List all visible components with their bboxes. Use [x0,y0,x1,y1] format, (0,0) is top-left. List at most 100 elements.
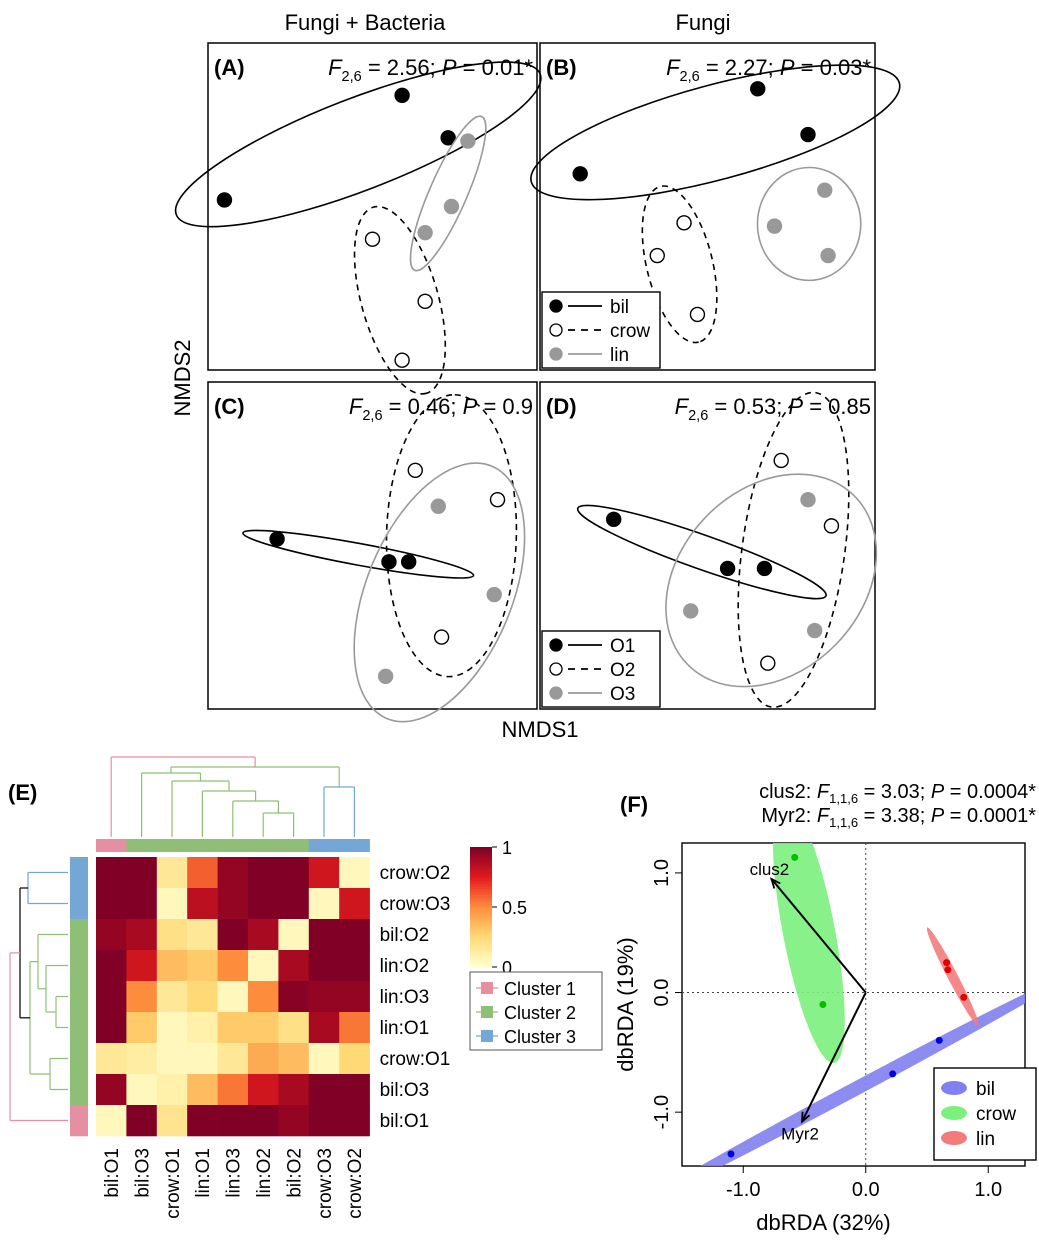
colorbar-segment [470,963,492,966]
colorbar-segment [470,887,492,890]
panel-B-title: (B) [546,55,577,80]
heatmap-cell-lin:O3-crow:O2 [339,981,370,1013]
heatmap-cell-lin:O1-crow:O1 [156,1012,188,1044]
panel-D-point-O1-2 [719,560,736,577]
panel-D-point-O1-1 [606,511,622,528]
panel-C-point-O3-3 [377,668,394,684]
colorbar-segment [470,885,492,888]
colorbar-segment [470,901,492,904]
panel-D-point-O3-1 [800,492,816,508]
heatmap-cell-lin:O2-bil:O1 [96,950,127,982]
colorbar-segment [470,961,492,964]
heatmap-cell-lin:O3-lin:O1 [187,981,218,1013]
panel-A-statistic-part: 2,6 [342,69,362,85]
legend-B-label-crow: crow [610,321,650,342]
heatmap-cell-crow:O3-lin:O2 [248,888,279,920]
colorbar-tick-label: 1 [502,838,512,858]
panel-D-statistic-part: = 0.85 [803,394,871,419]
colorbar-segment [470,937,492,940]
heatmap-row-cluster-bar [70,919,88,951]
column-title-fungi-bacteria: Fungi + Bacteria [285,10,447,35]
heatmap-panel: (E) crow:O2 crow:O3 bil:O2 lin:O2 lin:O3 lin:O… [8,756,603,1219]
panel-A-point-lin-3 [417,224,433,241]
cluster-legend-swatch [481,982,493,994]
heatmap-cell-bil:O1-crow:O2 [339,1105,370,1137]
heatmap-cell-crow:O2-bil:O1 [96,857,127,889]
heatmap-cell-lin:O1-crow:O2 [339,1012,370,1044]
dbrda-x-tick-label: 1.0 [974,1179,1002,1201]
heatmap-cell-crow:O2-crow:O3 [308,857,340,889]
dbrda-y-tick-label: 0.0 [651,979,673,1007]
heatmap-cell-crow:O2-crow:O2 [339,857,370,889]
legend-B: bil crow lin [541,291,661,369]
heatmap-cell-bil:O3-crow:O1 [156,1074,188,1106]
nmds-y-axis-label: NMDS2 [170,339,195,416]
heatmap-cell-crow:O1-bil:O3 [126,1043,158,1075]
panel-B-ellipse-lin [756,166,862,282]
dbrda-y-axis-label: dbRDA (19%) [613,937,638,1072]
dbrda-vector-Myr2 [801,992,867,1123]
heatmap-cell-crow:O3-crow:O2 [339,888,370,920]
colorbar-segment [470,965,492,968]
panel-C-statistic-part: P [463,394,478,419]
panel-C-statistic-part: = 0.46; [383,394,463,419]
dbrda-y-tick-label: -1.0 [651,1095,673,1129]
heatmap-col-cluster-bar [96,839,127,852]
legend-D-marker-O1 [549,638,563,652]
panel-C-statistic-part: 2,6 [362,408,382,424]
panel-C-statistic-part: F [349,394,364,419]
heatmap-col-cluster-bar [217,839,249,852]
heatmap-col-label-bil:O1: bil:O1 [102,1148,123,1198]
heatmap-col-label-crow:O2: crow:O2 [345,1148,366,1219]
colorbar-tick-label: 0 [502,958,512,978]
heatmap-cell-bil:O2-bil:O3 [126,919,158,951]
colorbar-segment [470,893,492,896]
legend-D: O1 O2 O3 [541,630,661,708]
colorbar-segment [470,869,492,872]
heatmap-cell-lin:O2-bil:O3 [126,950,158,982]
colorbar-segment [470,943,492,946]
heatmap-cell-crow:O3-bil:O3 [126,888,158,920]
dbrda-point-bil-3 [935,1036,943,1044]
heatmap-cell-lin:O1-lin:O1 [187,1012,218,1044]
panel-B-point-crow-1 [676,215,692,231]
heatmap-row-label-lin:O2: lin:O2 [380,956,430,977]
heatmap-cell-crow:O3-bil:O2 [278,888,310,920]
colorbar-segment [470,889,492,892]
panel-A-frame [207,42,538,371]
heatmap-cell-bil:O1-bil:O2 [278,1105,310,1137]
heatmap-row-label-lin:O1: lin:O1 [380,1018,430,1039]
heatmap-col-cluster-bar [187,839,218,852]
colorbar-segment [470,877,492,880]
colorbar-segment [470,857,492,860]
legend-B-marker-crow [549,323,563,337]
panel-C-ellipse-O2 [385,393,518,678]
panel-D-statistic-part: = 0.53; [708,394,788,419]
panel-C-statistic: F2,6 = 0.46; P = 0.9 [349,394,533,424]
cluster-legend-label: Cluster 1 [504,979,576,999]
dbrda-statistic-Myr2: Myr2: F1,1,6 = 3.38; P = 0.0001* [761,805,1036,830]
heatmap-row-label-crow:O2: crow:O2 [380,863,451,884]
heatmap-cell-crow:O1-crow:O3 [308,1043,340,1075]
colorbar-segment [470,875,492,878]
dbrda-statistic-part: F [817,781,831,803]
heatmap-cell-bil:O3-lin:O2 [248,1074,279,1106]
heatmap-cell-crow:O3-crow:O3 [308,888,340,920]
heatmap-col-cluster-bar [308,839,340,852]
heatmap-cell-bil:O1-lin:O3 [217,1105,249,1137]
dbrda-frame [681,842,1026,1167]
colorbar-segment [470,931,492,934]
colorbar-segment [470,859,492,862]
heatmap-row-cluster-bar [70,981,88,1013]
heatmap-cell-crow:O1-lin:O2 [248,1043,279,1075]
heatmap-col-label-crow:O1: crow:O1 [163,1148,184,1219]
dbrda-statistic-part: 1,1,6 [829,791,858,806]
heatmap-cell-bil:O2-bil:O1 [96,919,127,951]
dbrda-point-lin-1 [943,959,951,967]
heatmap-cell-bil:O2-bil:O2 [278,919,310,951]
dbrda-statistic-part: P [931,781,945,803]
heatmap-cell-bil:O1-crow:O3 [308,1105,340,1137]
heatmap-row-label-crow:O3: crow:O3 [380,894,451,915]
heatmap-cell-crow:O1-crow:O2 [339,1043,370,1075]
dbrda-legend-label-lin: lin [976,1129,995,1150]
